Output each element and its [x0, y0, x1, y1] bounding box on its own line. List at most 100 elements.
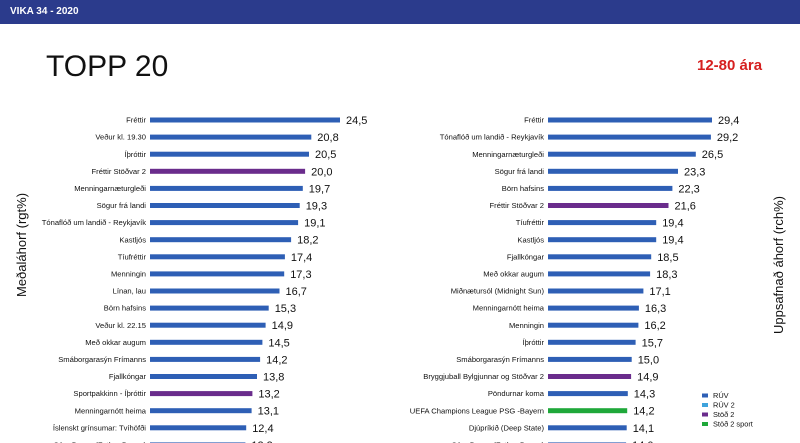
chart2-category-label: Fréttir Stöðvar 2: [490, 201, 544, 210]
chart2-value-label: 15,7: [642, 337, 663, 349]
chart2-category-label: Smáborgarasýn Frímanns: [456, 355, 544, 364]
chart2-bar: [548, 117, 712, 123]
legend-label: Stöð 2: [713, 410, 734, 419]
chart1-bar: [150, 374, 257, 379]
chart2-value-label: 21,6: [675, 201, 696, 213]
chart2-category-label: Menningin: [509, 321, 544, 330]
week-label: VIKA 34 - 2020: [10, 6, 79, 17]
chart2-bar: [548, 391, 628, 397]
chart1-category-label: Sportpakkinn - Íþróttir: [73, 389, 146, 398]
chart1-category-label: Íslenskt grínsumar: Tvíhöfði: [53, 423, 146, 432]
chart2-bar: [548, 203, 669, 208]
chart2-value-label: 18,3: [656, 269, 677, 281]
chart1-value-label: 12,4: [252, 423, 273, 435]
chart2-bar: [548, 425, 627, 431]
chart2-value-label: 15,0: [638, 354, 659, 366]
chart1-bar: [150, 271, 285, 277]
chart1-bar: [150, 117, 340, 123]
legend-swatch: [702, 412, 708, 417]
chart2-category-label: Kastljós: [517, 235, 544, 244]
chart1-category-label: Tónaflóð um landið - Reykjavík: [42, 218, 146, 227]
chart1-category-label: Menningin: [111, 270, 146, 279]
legend-swatch: [702, 422, 708, 426]
chart2-value-label: 17,1: [649, 286, 670, 298]
chart1-value-label: 14,9: [272, 320, 293, 332]
chart1-value-label: 19,1: [304, 218, 325, 230]
chart2-value-label: 14,2: [633, 406, 654, 418]
header-bar: VIKA 34 - 2020: [0, 0, 800, 24]
chart2-category-label: Fjallkóngar: [507, 252, 545, 261]
chart2-value-label: 29,2: [717, 132, 738, 144]
chart1-category-label: Börn hafsins: [104, 304, 146, 313]
chart1-value-label: 17,3: [290, 269, 311, 281]
chart2-bar: [548, 339, 636, 345]
chart2-bar: [548, 254, 652, 260]
chart1-bar: [150, 305, 269, 311]
chart1-bar: [150, 254, 285, 260]
chart2-value-label: 14,9: [637, 372, 658, 384]
chart1-bar: [150, 185, 303, 191]
chart2-category-label: Bryggjuball Bylgjunnar og Stöðvar 2: [423, 372, 544, 381]
chart1-value-label: 19,7: [309, 183, 330, 195]
legend-label: Stöð 2 sport: [713, 420, 753, 429]
chart1-category-label: Menningarnæturgleði: [74, 184, 146, 193]
chart1-category-label: Kastljós: [119, 235, 146, 244]
chart1-value-label: 18,2: [297, 235, 318, 247]
chart1-bar: [150, 425, 247, 431]
chart2-category-label: Djúpríkið (Deep State): [469, 423, 545, 432]
chart1-category-label: Smáborgarasýn Frímanns: [58, 355, 146, 364]
chart1-bar: [150, 322, 266, 328]
chart2-bar: [548, 305, 639, 311]
chart1-value-label: 15,3: [275, 303, 296, 315]
legend-swatch: [702, 403, 708, 407]
chart2-bar: [548, 322, 639, 328]
chart1-value-label: 20,0: [311, 166, 332, 178]
chart2-category-label: Fréttir: [524, 116, 544, 125]
chart1-category-label: Menningarnótt heima: [75, 406, 147, 415]
page-title: TOPP 20: [46, 50, 169, 83]
chart2-category-label: Tíufréttir: [516, 218, 545, 227]
chart2-value-label: 16,2: [644, 320, 665, 332]
chart1-value-label: 24,5: [346, 115, 367, 127]
age-range-label: 12-80 ára: [697, 57, 763, 74]
chart2-category-label: Menningarnæturgleði: [472, 150, 544, 159]
chart1-category-label: Veður kl. 22.15: [95, 321, 146, 330]
chart1-value-label: 17,4: [291, 252, 312, 264]
chart2-category-label: Miðnætursól (Midnight Sun): [451, 287, 545, 296]
chart2-value-label: 16,3: [645, 303, 666, 315]
chart1-category-label: Fréttir: [126, 116, 146, 125]
chart2-category-label: Íþróttir: [522, 338, 544, 347]
chart2-category-label: Pöndurnar koma: [488, 389, 545, 398]
chart2-bar: [548, 408, 628, 414]
legend-label: RÚV 2: [713, 401, 735, 410]
chart1-category-label: Sögur frá landi: [97, 201, 147, 210]
chart2-value-label: 19,4: [662, 218, 683, 230]
chart1-category-label: Fréttir Stöðvar 2: [92, 167, 146, 176]
chart2-bar: [548, 168, 678, 174]
chart2-category-label: Börn hafsins: [502, 184, 544, 193]
chart1-category-label: Tíufréttir: [118, 252, 147, 261]
chart1-value-label: 20,5: [315, 149, 336, 161]
chart2-ylabel: Uppsafnað áhorf (rch%): [771, 196, 786, 334]
chart2-bar: [548, 374, 632, 379]
chart1-bar: [150, 237, 292, 243]
chart1-bar: [150, 220, 299, 226]
chart2-bar: [548, 134, 711, 140]
chart1-bar: [150, 151, 309, 157]
chart1-category-label: Línan, lau: [113, 287, 146, 296]
chart1-value-label: 12,3: [251, 440, 272, 443]
chart2-category-label: Séra Brown (Father Brown): [452, 441, 545, 443]
chart1-bar: [150, 391, 253, 397]
chart2-bar: [548, 151, 696, 157]
chart1-value-label: 19,3: [306, 201, 327, 213]
chart2-bar: [548, 220, 657, 226]
chart1-bar: [150, 168, 306, 174]
chart1-bar: [150, 339, 263, 345]
chart1-value-label: 20,8: [317, 132, 338, 144]
chart1-value-label: 13,2: [258, 389, 279, 401]
chart1-category-label: Fjallkóngar: [109, 372, 147, 381]
chart2-value-label: 14,1: [633, 423, 654, 435]
chart2-value-label: 14,3: [634, 389, 655, 401]
chart2-category-label: Með okkar augum: [483, 270, 544, 279]
chart1-bar: [150, 134, 312, 140]
